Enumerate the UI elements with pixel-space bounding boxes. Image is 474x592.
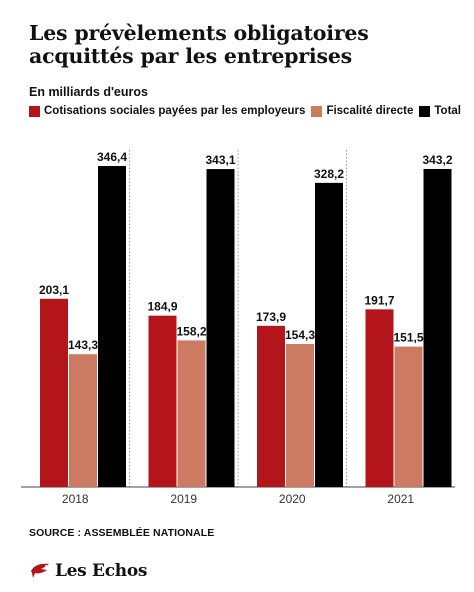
bar-total xyxy=(423,168,452,487)
x-tick-label: 2019 xyxy=(170,492,197,506)
bar-cotisations xyxy=(40,298,68,487)
bar-fiscalite xyxy=(394,346,423,487)
data-label: 203,1 xyxy=(39,283,69,297)
legend-swatch-fiscalite xyxy=(311,105,323,117)
data-label: 173,9 xyxy=(256,310,286,324)
legend-swatch-total xyxy=(419,105,431,117)
x-tick-label: 2021 xyxy=(387,492,414,506)
data-label: 328,2 xyxy=(314,167,344,181)
legend-item-cotisations: Cotisations sociales payées par les empl… xyxy=(29,105,305,117)
chart-subtitle: En milliards d'euros xyxy=(29,85,148,99)
data-label: 154,3 xyxy=(285,328,315,342)
les-echos-logo: Les Echos xyxy=(29,561,147,581)
bar-fiscalite xyxy=(69,354,97,487)
legend-swatch-cotisations xyxy=(29,105,40,117)
data-label: 151,5 xyxy=(393,331,423,345)
data-label: 343,1 xyxy=(205,153,235,167)
legend-label-total: Total xyxy=(434,105,461,117)
data-label: 346,4 xyxy=(97,150,127,164)
legend-label-fiscalite: Fiscalité directe xyxy=(326,105,414,117)
source-note: SOURCE : ASSEMBLÉE NATIONALE xyxy=(29,527,215,539)
bar-total xyxy=(315,182,343,487)
legend-label-cotisations: Cotisations sociales payées par les empl… xyxy=(44,105,306,117)
data-label: 143,3 xyxy=(68,338,98,352)
data-label: 191,7 xyxy=(364,293,394,307)
bar-cotisations xyxy=(365,309,394,487)
bar-cotisations xyxy=(148,315,177,487)
bar-fiscalite xyxy=(177,340,206,487)
bar-fiscalite xyxy=(286,344,314,487)
bar-total xyxy=(98,166,126,487)
brand-name: Les Echos xyxy=(55,561,148,581)
bar-total xyxy=(206,169,235,487)
chart-title: Les prévèlements obligatoires acquittés … xyxy=(29,21,369,68)
echos-bird-icon xyxy=(31,563,49,578)
data-label: 343,2 xyxy=(422,153,452,167)
x-tick-label: 2018 xyxy=(62,492,89,506)
data-label: 158,2 xyxy=(176,324,206,338)
bar-cotisations xyxy=(257,325,285,487)
legend: Cotisations sociales payées par les empl… xyxy=(29,105,467,117)
legend-item-total: Total xyxy=(419,105,461,117)
data-label: 184,9 xyxy=(147,300,177,314)
legend-item-fiscalite: Fiscalité directe xyxy=(311,105,413,117)
x-tick-label: 2020 xyxy=(279,492,306,506)
